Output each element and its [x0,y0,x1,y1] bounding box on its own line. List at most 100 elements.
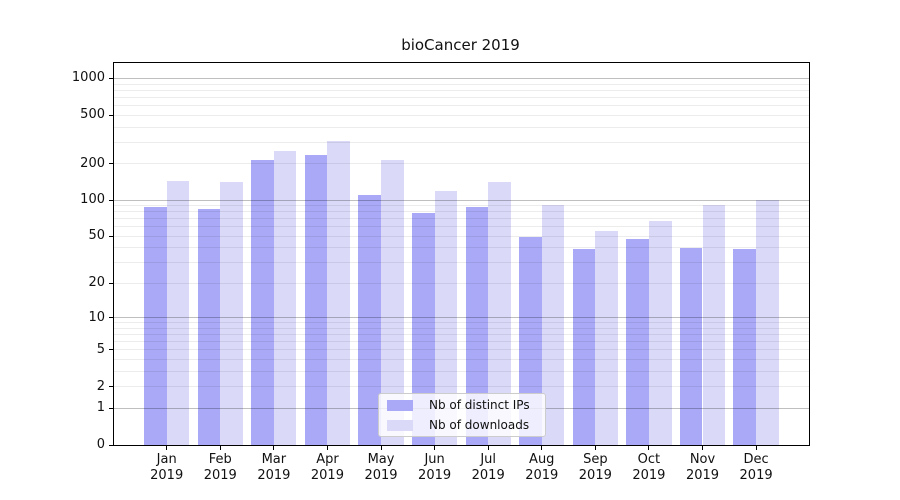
bar-downloads-jun [434,190,458,445]
bar-downloads-dec [756,200,779,445]
bar-distinct-ips-mar [251,160,274,445]
x-tick-label-jun: Jun 2019 [418,452,452,483]
bar-downloads-oct [648,221,672,445]
minor-gridline-200 [114,163,809,165]
y-tick-mark-5 [109,349,113,351]
minor-gridline-5 [114,349,809,351]
x-tick-label-mar: Mar 2019 [257,452,291,483]
x-tick-label-jul: Jul 2019 [471,452,505,483]
y-tick-label-20: 20 [88,275,105,291]
bar-distinct-ips-jan [144,207,167,445]
minor-gridline-7 [114,334,809,336]
y-tick-label-50: 50 [88,228,105,244]
bar-downloads-feb [220,181,243,445]
y-tick-label-2: 2 [96,378,105,394]
y-tick-mark-100 [109,199,113,201]
gridlines [114,63,809,445]
bar-downloads-nov [702,204,726,445]
x-tick-label-jan: Jan 2019 [150,452,184,483]
y-tick-label-5: 5 [96,341,105,357]
minor-gridline-90 [114,205,809,207]
x-tick-label-nov: Nov 2019 [685,452,720,483]
x-tick-label-feb: Feb 2019 [203,452,237,483]
bar-downloads-mar [273,151,297,445]
x-tick-mark-jul [487,445,489,450]
minor-gridline-20 [114,282,809,284]
bar-distinct-ips-may [358,195,381,445]
y-tick-mark-50 [109,235,113,237]
x-tick-mark-oct [648,445,650,450]
x-tick-mark-apr [326,445,328,450]
bar-distinct-ips-jun [412,212,435,445]
bar-downloads-jul [488,181,511,445]
y-tick-mark-10 [109,317,113,319]
minor-gridline-300 [114,141,809,143]
y-tick-mark-1000 [109,77,113,79]
minor-gridline-80 [114,211,809,213]
bar-downloads-aug [541,205,565,445]
bar-distinct-ips-nov [679,248,703,445]
x-tick-mark-jan [166,445,168,450]
x-tick-mark-aug [541,445,543,450]
minor-gridline-900 [114,83,809,85]
x-tick-label-sep: Sep 2019 [578,452,612,483]
x-tick-mark-jun [434,445,436,450]
bar-downloads-jan [166,180,190,445]
bar-downloads-sep [595,231,618,445]
minor-gridline-60 [114,226,809,228]
y-tick-label-1: 1 [96,400,105,416]
x-tick-label-apr: Apr 2019 [310,452,344,483]
y-tick-mark-200 [109,163,113,165]
major-gridline-100 [114,199,809,201]
legend-swatch-distinct-ips-icon [387,399,413,411]
x-tick-mark-mar [273,445,275,450]
bar-distinct-ips-feb [197,208,221,445]
bar-distinct-ips-apr [304,155,328,445]
x-tick-mark-nov [702,445,703,450]
y-tick-label-1000: 1000 [71,70,105,86]
major-gridline-10 [114,317,809,319]
y-tick-mark-20 [109,282,113,284]
legend: Nb of distinct IPs Nb of downloads [378,393,546,437]
minor-gridline-50 [114,235,809,237]
plot-area: Nb of distinct IPs Nb of downloads [113,62,810,446]
minor-gridline-9 [114,322,809,324]
legend-item-distinct-ips: Nb of distinct IPs [379,396,545,414]
y-tick-label-200: 200 [80,155,105,171]
y-tick-mark-2 [109,386,113,388]
minor-gridline-500 [114,114,809,116]
y-tick-mark-500 [109,114,113,116]
minor-gridline-400 [114,126,809,128]
major-gridline-1000 [114,77,809,79]
legend-label-distinct-ips: Nb of distinct IPs [429,398,530,412]
chart-title: bioCancer 2019 [401,36,520,54]
x-tick-label-oct: Oct 2019 [632,452,666,483]
minor-gridline-700 [114,96,809,98]
legend-item-downloads: Nb of downloads [379,416,545,434]
y-tick-label-500: 500 [80,107,105,123]
legend-label-downloads: Nb of downloads [429,418,530,432]
x-tick-mark-may [380,445,382,450]
minor-gridline-30 [114,262,809,264]
y-tick-label-100: 100 [80,192,105,208]
y-tick-label-0: 0 [96,437,105,452]
bar-distinct-ips-dec [733,249,757,445]
y-tick-label-10: 10 [88,309,105,325]
minor-gridline-800 [114,89,809,91]
x-tick-mark-sep [594,445,596,450]
x-tick-mark-feb [219,445,221,450]
bar-distinct-ips-oct [626,238,649,445]
minor-gridline-6 [114,341,809,343]
minor-gridline-2 [114,386,809,388]
minor-gridline-3 [114,370,809,372]
bar-distinct-ips-sep [572,249,596,445]
bar-distinct-ips-jul [465,207,489,445]
x-tick-label-may: May 2019 [364,452,398,483]
minor-gridline-8 [114,327,809,329]
minor-gridline-40 [114,247,809,249]
minor-gridline-70 [114,218,809,220]
x-tick-mark-dec [755,445,757,450]
x-tick-label-dec: Dec 2019 [739,452,773,483]
minor-gridline-4 [114,359,809,361]
